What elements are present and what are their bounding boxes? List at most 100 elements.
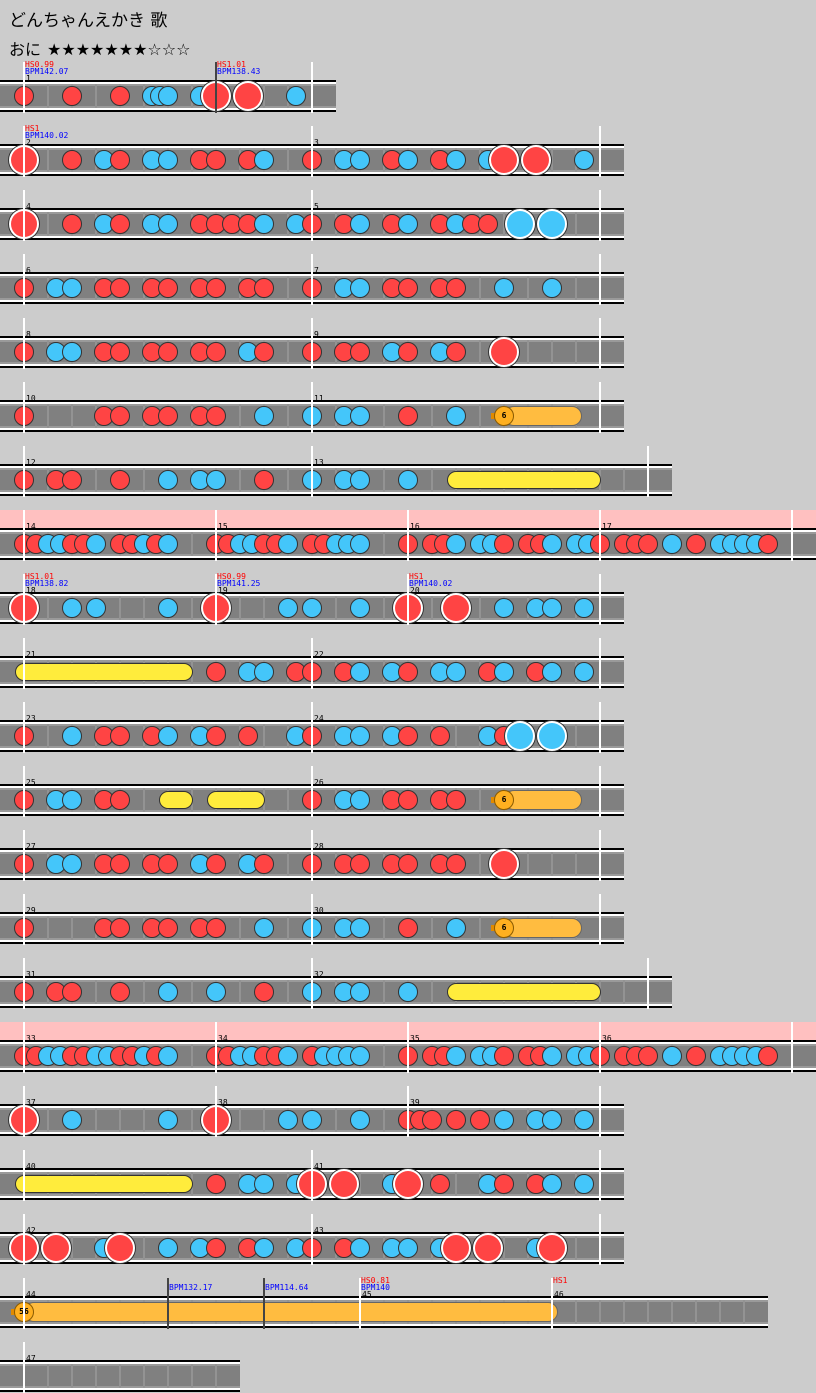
beat-grid-line (335, 1108, 337, 1132)
don-note (430, 726, 450, 746)
don-note (158, 918, 178, 938)
don-note (206, 406, 226, 426)
beat-grid-line (575, 724, 577, 748)
measure-line (311, 1150, 313, 1201)
beat-grid-line (95, 980, 97, 1004)
measure-line (23, 638, 25, 689)
ka-note (446, 150, 466, 170)
don-note (206, 726, 226, 746)
beat-grid-line (143, 1108, 145, 1132)
ka-note (286, 86, 306, 106)
don-big-note (491, 851, 517, 877)
beat-grid-line (383, 916, 385, 940)
ka-note (158, 534, 178, 554)
don-note (206, 150, 226, 170)
measure-line (407, 574, 409, 625)
don-big-note (443, 1235, 469, 1261)
ka-note (158, 86, 178, 106)
don-note (638, 534, 658, 554)
ka-note (158, 726, 178, 746)
measure-number: 15 (218, 522, 228, 531)
tempo-change-line (215, 62, 217, 113)
measure-number: 30 (314, 906, 324, 915)
end-line (599, 382, 601, 433)
ka-note (574, 662, 594, 682)
don-big-note (491, 147, 517, 173)
measure-line (23, 1278, 25, 1329)
ka-note (542, 534, 562, 554)
measure-line (23, 510, 25, 561)
balloon-note (504, 790, 582, 810)
ka-note (398, 150, 418, 170)
bpm-label: BPM114.64 (265, 1283, 309, 1292)
ka-note (278, 534, 298, 554)
ka-note (62, 1110, 82, 1130)
beat-grid-line (575, 852, 577, 876)
beat-grid-line (455, 724, 457, 748)
measure-number: 11 (314, 394, 324, 403)
ka-note (542, 1110, 562, 1130)
measure-line (23, 1342, 25, 1393)
beat-grid-line (647, 1300, 649, 1324)
song-title: どんちゃんえかき 歌 (9, 11, 168, 31)
don-note (110, 278, 130, 298)
don-note (158, 342, 178, 362)
don-note (446, 790, 466, 810)
measure-number: 47 (26, 1354, 36, 1363)
don-note (398, 918, 418, 938)
beat-grid-line (479, 340, 481, 364)
beat-grid-line (287, 788, 289, 812)
tempo-change-line (263, 1278, 265, 1329)
measure-line (23, 190, 25, 241)
beat-grid-line (95, 84, 97, 108)
end-line (599, 894, 601, 945)
don-note (238, 726, 258, 746)
don-big-note (43, 1235, 69, 1261)
beat-grid-line (239, 980, 241, 1004)
measure-number: 46 (554, 1290, 564, 1299)
balloon-count: 6 (494, 790, 514, 810)
measure-line (23, 702, 25, 753)
drumroll-note (15, 1175, 193, 1193)
measure-line (407, 1022, 409, 1073)
don-note (158, 278, 178, 298)
beat-grid-line (383, 404, 385, 428)
don-note (110, 342, 130, 362)
balloon-note (504, 918, 582, 938)
measure-number: 24 (314, 714, 324, 723)
don-note (686, 1046, 706, 1066)
measure-number: 23 (26, 714, 36, 723)
ka-note (574, 1110, 594, 1130)
bpm-label: BPM140 (361, 1283, 390, 1292)
measure-number: 5 (314, 202, 319, 211)
don-big-note (491, 339, 517, 365)
measure-line (311, 1214, 313, 1265)
balloon-count: 6 (494, 406, 514, 426)
end-line (647, 446, 649, 497)
beat-grid-line (47, 148, 49, 172)
ka-note (254, 662, 274, 682)
beat-grid-line (287, 852, 289, 876)
measure-number: 17 (602, 522, 612, 531)
ka-big-note (539, 723, 565, 749)
beat-grid-line (623, 1300, 625, 1324)
end-line (599, 1214, 601, 1265)
ka-note (574, 150, 594, 170)
beat-grid-line (119, 1108, 121, 1132)
don-note (254, 342, 274, 362)
measure-number: 29 (26, 906, 36, 915)
measure-number: 40 (26, 1162, 36, 1171)
don-note (62, 86, 82, 106)
measure-line (23, 318, 25, 369)
ka-note (86, 598, 106, 618)
beat-grid-line (95, 1108, 97, 1132)
measure-number: 26 (314, 778, 324, 787)
don-note (686, 534, 706, 554)
beat-grid-line (383, 596, 385, 620)
ka-note (350, 1110, 370, 1130)
measure-number: 36 (602, 1034, 612, 1043)
beat-grid-line (191, 980, 193, 1004)
measure-line (23, 894, 25, 945)
don-note (398, 662, 418, 682)
bpm-label: BPM141.25 (217, 579, 261, 588)
